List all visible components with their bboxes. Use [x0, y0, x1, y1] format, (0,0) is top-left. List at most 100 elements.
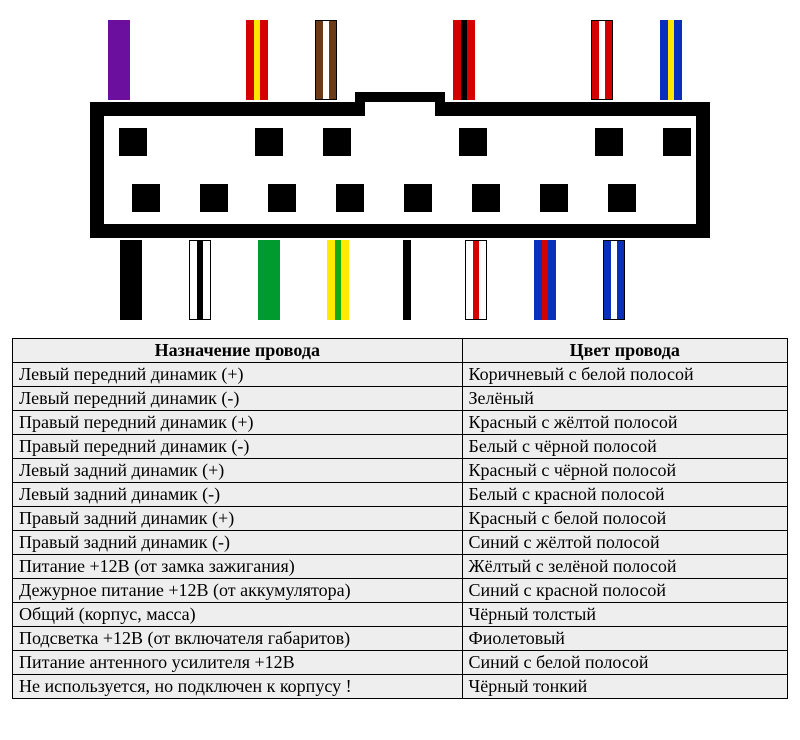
- table-row: Подсветка +12В (от включателя габаритов)…: [13, 627, 788, 651]
- wire: [315, 20, 337, 100]
- connector-clip: [355, 92, 445, 116]
- connector-pin: [323, 128, 351, 156]
- cell-purpose: Левый передний динамик (+): [13, 363, 463, 387]
- wire: [591, 20, 613, 100]
- connector-pin: [595, 128, 623, 156]
- wire: [189, 240, 211, 320]
- wire: [327, 240, 349, 320]
- top-wires: [108, 20, 682, 100]
- cell-color: Чёрный толстый: [462, 603, 788, 627]
- wire-slot: [246, 20, 268, 100]
- connector-pin: [336, 184, 364, 212]
- table-row: Правый задний динамик (+)Красный с белой…: [13, 507, 788, 531]
- connector-diagram: [90, 20, 710, 320]
- wire-slot: [534, 240, 556, 320]
- cell-color: Фиолетовый: [462, 627, 788, 651]
- cell-purpose: Левый задний динамик (-): [13, 483, 463, 507]
- wire-slot: [258, 240, 280, 320]
- wire-slot: [120, 240, 142, 320]
- wire-slot: [660, 20, 682, 100]
- wire-stripe: [197, 241, 203, 319]
- wire-stripe: [542, 240, 548, 320]
- wire: [108, 20, 130, 100]
- wiring-diagram-area: [0, 0, 800, 332]
- wire-stripe: [254, 20, 260, 100]
- connector-pin-empty: [187, 128, 215, 156]
- connector-pin: [472, 184, 500, 212]
- table-row: Левый передний динамик (+)Коричневый с б…: [13, 363, 788, 387]
- cell-color: Синий с красной полосой: [462, 579, 788, 603]
- cell-color: Белый с чёрной полосой: [462, 435, 788, 459]
- cell-color: Зелёный: [462, 387, 788, 411]
- wire: [603, 240, 625, 320]
- connector-pin: [663, 128, 691, 156]
- cell-color: Синий с белой полосой: [462, 651, 788, 675]
- table-row: Не используется, но подключен к корпусу …: [13, 675, 788, 699]
- wire-slot: [591, 20, 613, 100]
- wire-stripe: [668, 20, 674, 100]
- wire: [453, 20, 475, 100]
- table-row: Левый передний динамик (-)Зелёный: [13, 387, 788, 411]
- cell-color: Красный с жёлтой полосой: [462, 411, 788, 435]
- pins-row-bottom: [132, 184, 636, 212]
- wire-slot: [177, 20, 199, 100]
- pins-row-top: [119, 128, 691, 156]
- wire-table-wrap: Назначение провода Цвет провода Левый пе…: [0, 332, 800, 719]
- cell-color: Красный с белой полосой: [462, 507, 788, 531]
- connector-pin: [119, 128, 147, 156]
- wire-slot: [384, 20, 406, 100]
- col-color-header: Цвет провода: [462, 339, 788, 363]
- bottom-wires: [120, 240, 625, 320]
- wire-stripe: [335, 240, 341, 320]
- connector-pin-empty: [527, 128, 555, 156]
- cell-color: Синий с жёлтой полосой: [462, 531, 788, 555]
- cell-purpose: Дежурное питание +12В (от аккумулятора): [13, 579, 463, 603]
- cell-color: Белый с красной полосой: [462, 483, 788, 507]
- connector-pin: [200, 184, 228, 212]
- table-row: Питание +12В (от замка зажигания)Жёлтый …: [13, 555, 788, 579]
- wire: [258, 240, 280, 320]
- connector-body: [90, 102, 710, 238]
- wire-stripe: [323, 21, 329, 99]
- wire-stripe: [611, 241, 617, 319]
- wire-stripe: [599, 21, 605, 99]
- cell-color: Коричневый с белой полосой: [462, 363, 788, 387]
- connector-pin: [255, 128, 283, 156]
- wire-stripe: [473, 241, 479, 319]
- table-row: Правый передний динамик (+)Красный с жёл…: [13, 411, 788, 435]
- connector-pin: [540, 184, 568, 212]
- col-purpose-header: Назначение провода: [13, 339, 463, 363]
- wire: [403, 240, 411, 320]
- table-row: Питание антенного усилителя +12ВСиний с …: [13, 651, 788, 675]
- wire: [465, 240, 487, 320]
- table-row: Правый передний динамик (-)Белый с чёрно…: [13, 435, 788, 459]
- wire-slot: [522, 20, 544, 100]
- wire-slot: [453, 20, 475, 100]
- cell-purpose: Правый задний динамик (+): [13, 507, 463, 531]
- wire: [534, 240, 556, 320]
- connector-pin-empty: [391, 128, 419, 156]
- wire: [660, 20, 682, 100]
- cell-purpose: Правый задний динамик (-): [13, 531, 463, 555]
- wire-color-table: Назначение провода Цвет провода Левый пе…: [12, 338, 788, 699]
- table-row: Левый задний динамик (-)Белый с красной …: [13, 483, 788, 507]
- cell-color: Красный с чёрной полосой: [462, 459, 788, 483]
- wire-stripe: [461, 20, 467, 100]
- cell-purpose: Питание антенного усилителя +12В: [13, 651, 463, 675]
- table-row: Левый задний динамик (+)Красный с чёрной…: [13, 459, 788, 483]
- connector-pin: [608, 184, 636, 212]
- cell-purpose: Левый передний динамик (-): [13, 387, 463, 411]
- wire: [246, 20, 268, 100]
- connector-pin: [268, 184, 296, 212]
- connector-pin: [404, 184, 432, 212]
- table-row: Дежурное питание +12В (от аккумулятора)С…: [13, 579, 788, 603]
- wire-slot: [108, 20, 130, 100]
- cell-purpose: Подсветка +12В (от включателя габаритов): [13, 627, 463, 651]
- cell-purpose: Питание +12В (от замка зажигания): [13, 555, 463, 579]
- connector-pin: [459, 128, 487, 156]
- wire-slot: [396, 240, 418, 320]
- wire-slot: [603, 240, 625, 320]
- cell-purpose: Не используется, но подключен к корпусу …: [13, 675, 463, 699]
- cell-purpose: Правый передний динамик (+): [13, 411, 463, 435]
- wire-slot: [327, 240, 349, 320]
